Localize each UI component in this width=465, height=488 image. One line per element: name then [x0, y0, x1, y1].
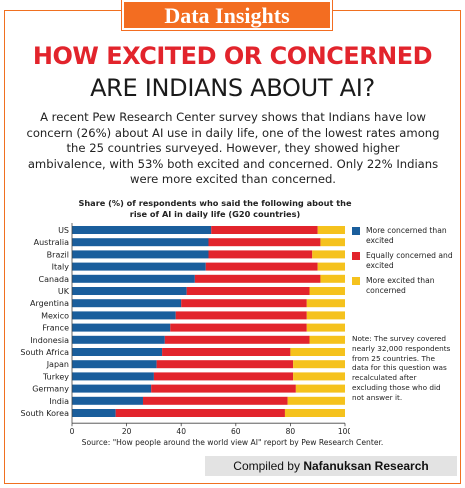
headline-line-1: HOW EXCITED OR CONCERNED [32, 42, 433, 70]
bar-turkey-series-0 [72, 372, 154, 381]
legend-swatch-equal [352, 252, 360, 261]
legend-label-excited: More excited than concerned [366, 276, 435, 295]
headline-line-2: ARE INDIANS ABOUT AI? [90, 74, 375, 102]
legend-swatch-concerned [352, 227, 360, 235]
bar-italy-series-2 [317, 262, 345, 271]
category-label-south-korea: South Korea [21, 409, 70, 418]
x-tick-label-60: 60 [231, 427, 241, 436]
compiled-by-prefix: Compiled by [233, 459, 300, 473]
chart-title: Share (%) of respondents who said the fo… [78, 198, 352, 219]
x-tick-label-80: 80 [286, 427, 296, 436]
bar-india-series-0 [72, 396, 143, 405]
banner-title: Data Insights [164, 3, 290, 28]
bar-canada-series-1 [194, 274, 321, 283]
bar-canada-series-0 [72, 274, 195, 283]
compiled-by-box: Compiled by Nafanuksan Research [205, 456, 457, 476]
category-label-south-africa: South Africa [20, 348, 69, 357]
bar-france-series-1 [170, 323, 307, 332]
category-label-turkey: Turkey [42, 372, 69, 381]
legend-item-concerned: More concerned than excited [352, 226, 457, 245]
bar-india-series-2 [287, 396, 345, 405]
bar-germany-series-2 [295, 384, 345, 393]
bar-mexico-series-2 [306, 311, 345, 320]
category-label-indonesia: Indonesia [30, 336, 69, 345]
legend-item-excited: More excited than concerned [352, 276, 457, 295]
category-label-japan: Japan [46, 360, 69, 369]
bar-uk-series-0 [72, 287, 187, 295]
compiled-by-name: Nafanuksan Research [303, 459, 429, 473]
bar-france-series-2 [306, 323, 345, 332]
banner: Data Insights [121, 0, 333, 31]
bar-indonesia-series-1 [164, 335, 310, 344]
bar-japan-series-1 [156, 360, 294, 369]
bar-south-korea-series-1 [115, 409, 285, 417]
x-tick-label-100: 100 [338, 427, 350, 436]
bar-us-series-1 [211, 226, 318, 234]
bar-australia-series-0 [72, 238, 209, 247]
bar-australia-series-2 [320, 238, 345, 247]
bar-germany-series-0 [72, 384, 152, 393]
legend-label-concerned: More concerned than excited [366, 226, 447, 245]
intro-paragraph: A recent Pew Research Center survey show… [26, 110, 440, 187]
bar-argentina-series-2 [306, 299, 345, 308]
bar-australia-series-1 [208, 238, 321, 247]
legend-swatch-excited [352, 277, 360, 286]
source-line: Source: "How people around the world vie… [81, 438, 384, 447]
bar-japan-series-0 [72, 360, 157, 369]
bar-germany-series-1 [151, 384, 296, 393]
stacked-bar-chart: US Australia Brazil Italy Canada UK Argentina M… [20, 223, 350, 436]
bar-indonesia-series-0 [72, 335, 165, 344]
x-tick-label-40: 40 [176, 427, 186, 436]
category-label-uk: UK [58, 287, 70, 296]
bar-south-africa-series-1 [162, 348, 291, 356]
bar-us-series-2 [317, 226, 345, 234]
category-label-brazil: Brazil [47, 250, 69, 259]
category-label-italy: Italy [52, 263, 70, 272]
survey-note: Note: The survey covered nearly 32,000 r… [352, 334, 451, 402]
bar-mexico-series-0 [72, 311, 176, 320]
bar-uk-series-1 [186, 287, 310, 295]
bar-south-korea-series-2 [284, 409, 345, 417]
category-label-australia: Australia [34, 238, 69, 247]
category-label-canada: Canada [39, 275, 70, 284]
bar-brazil-series-1 [208, 250, 313, 259]
bar-italy-series-1 [205, 262, 318, 271]
bar-indonesia-series-2 [309, 335, 345, 344]
chart-legend: More concerned than excited Equally conc… [352, 226, 457, 302]
category-label-france: France [42, 324, 69, 333]
category-label-india: India [49, 397, 69, 406]
x-tick-label-20: 20 [122, 427, 132, 436]
bar-brazil-series-2 [312, 250, 345, 259]
bar-mexico-series-1 [175, 311, 307, 320]
bar-turkey-series-2 [293, 372, 345, 381]
bar-uk-series-2 [309, 287, 345, 295]
bar-france-series-0 [72, 323, 171, 332]
category-label-us: US [58, 226, 69, 235]
bar-turkey-series-1 [153, 372, 294, 381]
category-label-germany: Germany [32, 385, 69, 394]
category-label-mexico: Mexico [41, 311, 69, 320]
legend-label-equal: Equally concerned and excited [366, 251, 453, 270]
bar-japan-series-2 [293, 360, 345, 369]
bar-argentina-series-0 [72, 299, 182, 308]
bar-us-series-0 [72, 226, 212, 234]
bar-italy-series-0 [72, 262, 206, 271]
bar-india-series-1 [142, 396, 288, 405]
bar-south-africa-series-2 [290, 348, 345, 356]
bar-south-korea-series-0 [72, 409, 116, 417]
bar-south-africa-series-0 [72, 348, 163, 356]
legend-item-equal: Equally concerned and excited [352, 251, 457, 270]
bar-brazil-series-0 [72, 250, 209, 259]
x-tick-label-0: 0 [70, 427, 75, 436]
bar-canada-series-2 [320, 274, 345, 283]
bar-argentina-series-1 [181, 299, 307, 308]
category-label-argentina: Argentina [30, 299, 69, 308]
